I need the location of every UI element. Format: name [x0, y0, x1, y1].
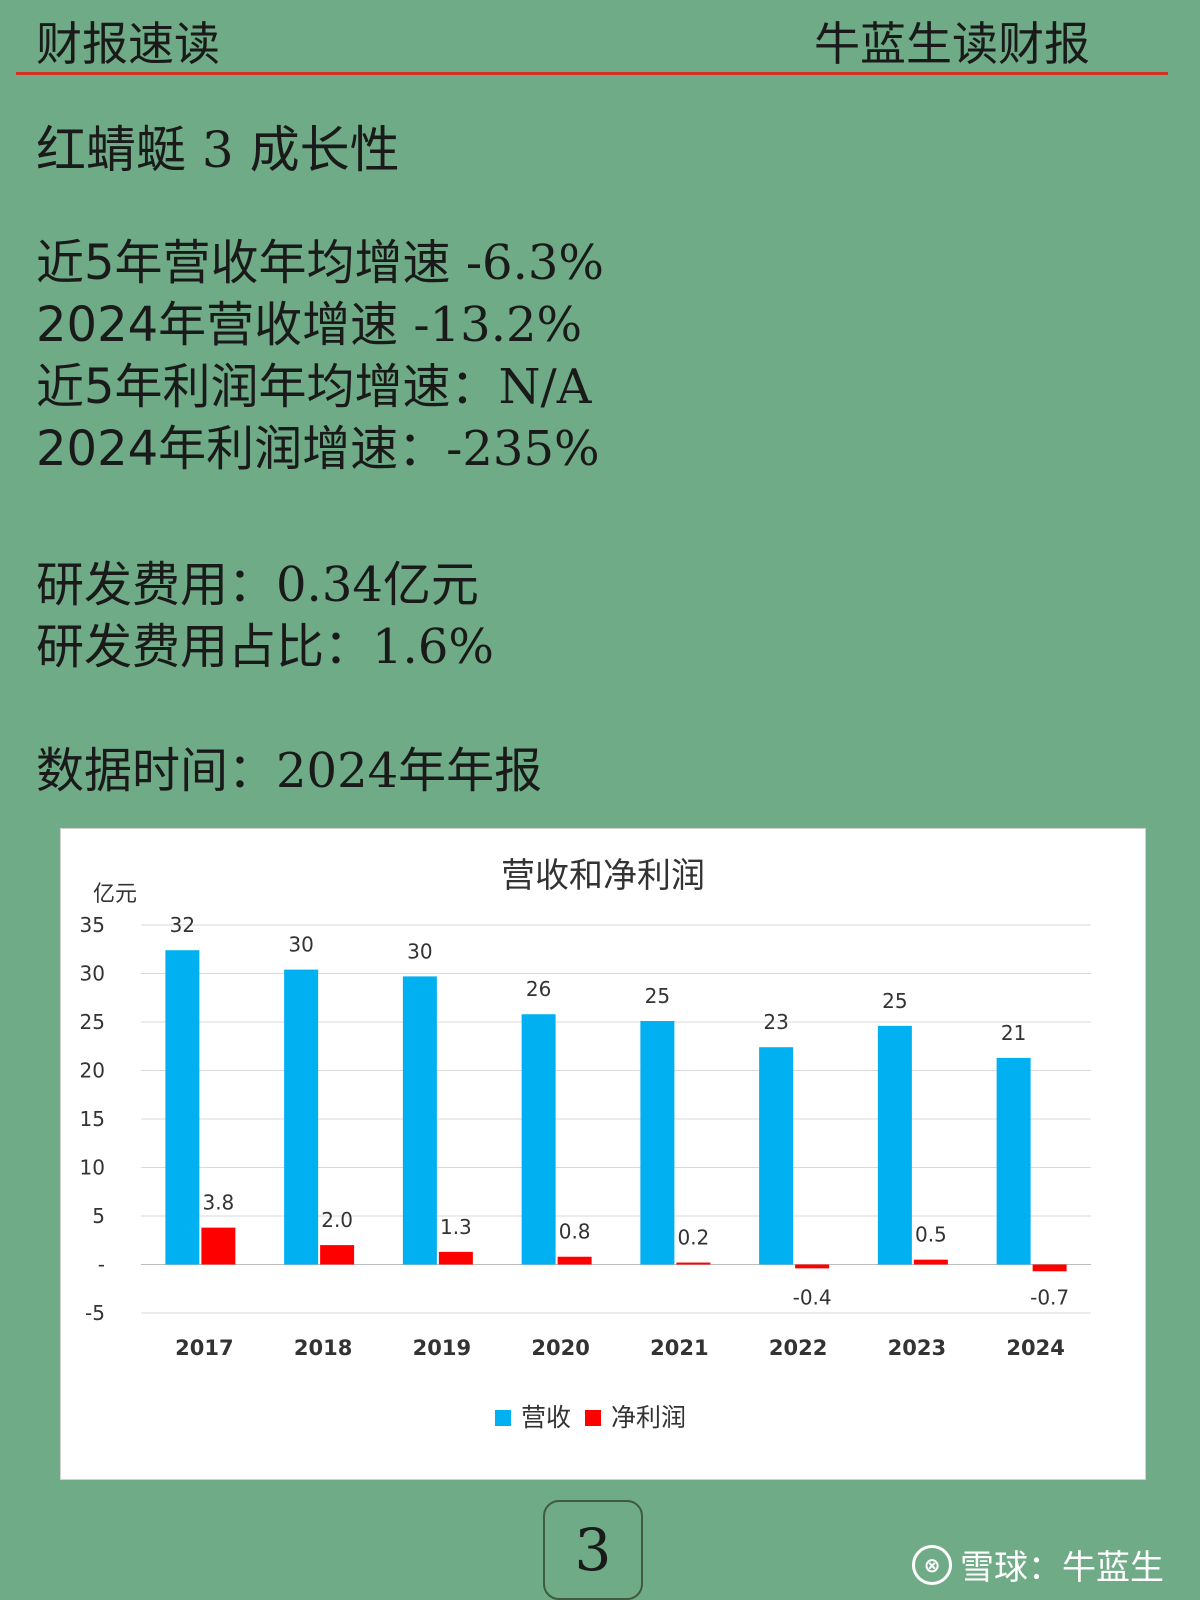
- revenue-bar: [640, 1021, 675, 1265]
- y-tick-label: 10: [80, 1156, 105, 1180]
- net-profit-bar: [557, 1256, 592, 1265]
- revenue-data-label: 25: [645, 984, 670, 1008]
- y-tick-label: -: [98, 1253, 105, 1277]
- x-tick-label: 2023: [888, 1336, 946, 1360]
- x-tick-label: 2021: [650, 1336, 708, 1360]
- revenue-bar: [759, 1047, 794, 1265]
- section-title: 红蜻蜓 3 成长性: [36, 121, 400, 179]
- net-profit-bar: [795, 1264, 830, 1269]
- stat-label: 研发费用占比：: [36, 619, 373, 675]
- x-tick-label: 2020: [531, 1336, 589, 1360]
- revenue-bar: [165, 950, 200, 1265]
- y-tick-label: 35: [80, 913, 105, 937]
- net-profit-bar: [1032, 1264, 1067, 1272]
- legend-swatch-net-profit: [585, 1410, 601, 1426]
- y-tick-label: 30: [80, 962, 105, 986]
- x-tick-label: 2018: [294, 1336, 352, 1360]
- x-tick-label: 2024: [1006, 1336, 1064, 1360]
- header-left-title: 财报速读: [36, 17, 220, 71]
- rd-stat-line: 研发费用占比：1.6%: [36, 616, 494, 678]
- revenue-bar: [402, 976, 437, 1265]
- revenue-bar: [877, 1025, 912, 1265]
- stat-label: 2024年利润增速：: [36, 421, 447, 477]
- watermark: ⊗ 雪球：牛蓝生: [912, 1540, 1164, 1589]
- y-tick-label: 15: [80, 1107, 105, 1131]
- net-profit-data-label: 0.8: [559, 1220, 591, 1244]
- net-profit-bar: [913, 1259, 948, 1265]
- y-tick-label: 25: [80, 1010, 105, 1034]
- watermark-text: 雪球：牛蓝生: [960, 1548, 1164, 1588]
- header-right-title: 牛蓝生读财报: [814, 17, 1090, 71]
- growth-stats: 近5年营收年均增速 -6.3% 2024年营收增速 -13.2% 近5年利润年均…: [36, 232, 604, 480]
- chart-panel: 营收和净利润亿元 35 30 25 20 15 10 5 - -5 2017 2018 2019 2020…: [60, 828, 1146, 1480]
- y-tick-label: -5: [85, 1301, 105, 1325]
- growth-stat-line: 2024年营收增速 -13.2%: [36, 294, 604, 356]
- stat-value: 1.6%: [372, 619, 494, 675]
- net-profit-bar: [201, 1227, 236, 1265]
- net-profit-data-label: -0.4: [793, 1286, 832, 1310]
- data-time: 数据时间：2024年年报: [36, 740, 542, 802]
- net-profit-data-label: -0.7: [1030, 1286, 1069, 1310]
- stat-label: 研发费用：: [36, 557, 277, 613]
- revenue-data-label: 26: [526, 977, 551, 1001]
- stat-label: 近5年营收年均增速: [36, 235, 466, 291]
- growth-stat-line: 近5年利润年均增速：N/A: [36, 356, 604, 418]
- net-profit-data-label: 2.0: [321, 1208, 353, 1232]
- stat-label: 2024年营收增速: [36, 297, 414, 353]
- net-profit-data-label: 1.3: [440, 1215, 472, 1239]
- data-time-line: 数据时间：2024年年报: [36, 740, 542, 802]
- net-profit-data-label: 0.5: [915, 1223, 947, 1247]
- legend-swatch-revenue: [495, 1410, 511, 1426]
- revenue-data-label: 32: [170, 913, 195, 937]
- growth-stat-line: 近5年营收年均增速 -6.3%: [36, 232, 604, 294]
- net-profit-data-label: 0.2: [677, 1226, 709, 1250]
- rd-stat-line: 研发费用：0.34亿元: [36, 554, 494, 616]
- stat-value: -6.3%: [465, 235, 604, 291]
- revenue-bar: [284, 969, 319, 1265]
- page-number-badge: 3: [543, 1500, 643, 1600]
- y-axis-unit-label: 亿元: [93, 882, 137, 907]
- revenue-data-label: 30: [288, 933, 313, 957]
- x-tick-label: 2022: [769, 1336, 827, 1360]
- revenue-data-label: 25: [882, 989, 907, 1013]
- stat-value: 0.34亿元: [276, 557, 479, 613]
- x-tick-label: 2019: [413, 1336, 471, 1360]
- xueqiu-logo-icon: ⊗: [912, 1544, 952, 1585]
- chart-title: 营收和净利润: [501, 856, 705, 896]
- net-profit-bar: [320, 1245, 355, 1265]
- y-tick-label: 20: [80, 1059, 105, 1083]
- stat-value: -13.2%: [413, 297, 583, 353]
- rd-stats: 研发费用：0.34亿元 研发费用占比：1.6%: [36, 554, 494, 678]
- net-profit-data-label: 3.8: [202, 1191, 234, 1215]
- revenue-data-label: 23: [763, 1010, 788, 1034]
- net-profit-bar: [438, 1251, 473, 1265]
- growth-stat-line: 2024年利润增速：-235%: [36, 418, 604, 480]
- net-profit-bar: [676, 1262, 711, 1265]
- revenue-data-label: 30: [407, 939, 432, 963]
- y-tick-label: 5: [92, 1204, 105, 1228]
- header-divider: [16, 72, 1168, 75]
- stat-label: 近5年利润年均增速：: [36, 359, 499, 415]
- legend-label-revenue: 营收: [521, 1403, 571, 1432]
- revenue-bar: [521, 1014, 556, 1265]
- stat-label: 数据时间：: [36, 743, 277, 799]
- revenue-bar: [996, 1057, 1031, 1265]
- stat-value: 2024年年报: [276, 743, 543, 799]
- legend-label-net-profit: 净利润: [611, 1403, 686, 1432]
- stat-value: N/A: [498, 359, 592, 415]
- stat-value: -235%: [446, 421, 600, 477]
- revenue-data-label: 21: [1001, 1021, 1026, 1045]
- x-tick-label: 2017: [175, 1336, 233, 1360]
